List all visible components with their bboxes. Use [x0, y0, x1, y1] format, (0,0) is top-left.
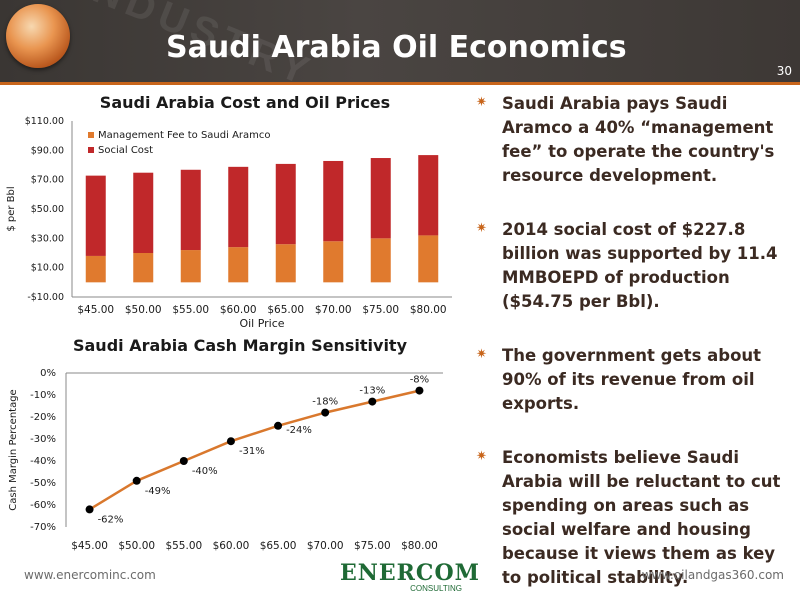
page-title: Saudi Arabia Oil Economics [166, 30, 627, 65]
y-tick-label: $70.00 [31, 175, 64, 186]
footer-website-link[interactable]: www.enercominc.com [24, 568, 156, 582]
page-number: 30 [776, 64, 792, 78]
y-tick-label: -20% [30, 412, 56, 423]
x-tick-label: $70.00 [307, 540, 344, 552]
x-tick-label: $75.00 [354, 540, 391, 552]
legend-label: Social Cost [98, 145, 153, 156]
y-tick-label: $50.00 [31, 204, 64, 215]
chart-title: Saudi Arabia Cash Margin Sensitivity [73, 336, 408, 355]
cost-bar-chart: Saudi Arabia Cost and Oil Prices -$10.00 $… [6, 93, 452, 330]
y-tick-label: -60% [30, 500, 56, 511]
legend-label: Management Fee to Saudi Aramco [98, 130, 271, 141]
logo-brand-text: ENERCOM [340, 560, 480, 586]
star-bullet-icon: ✷ [476, 448, 487, 463]
x-tick-label: $50.00 [118, 540, 155, 552]
bullet-text: The government gets about 90% of its rev… [502, 346, 762, 413]
x-tick-label: $45.00 [77, 304, 114, 316]
data-point [85, 505, 94, 514]
x-tick-label: $60.00 [213, 540, 250, 552]
x-tick-label: $75.00 [362, 304, 399, 316]
data-label: -31% [239, 446, 265, 457]
data-point [274, 421, 283, 430]
bar-management-fee [133, 253, 154, 283]
cash-margin-line-chart: Saudi Arabia Cash Margin Sensitivity 0% -1… [8, 336, 443, 552]
y-tick-label: -10% [30, 390, 56, 401]
bullet-item: ✷ 2014 social cost of $227.8 billion was… [474, 218, 792, 314]
footer-oilandgas-link[interactable]: www.oilandgas360.com [641, 568, 784, 582]
data-point [179, 457, 188, 465]
bar-management-fee [228, 247, 249, 283]
bullet-item: ✷ Saudi Arabia pays Saudi Aramco a 40% “… [474, 92, 792, 188]
y-tick-label: $90.00 [31, 145, 64, 156]
y-axis-label: Cash Margin Percentage [8, 389, 19, 510]
data-point [132, 476, 141, 485]
chart-title: Saudi Arabia Cost and Oil Prices [100, 93, 390, 112]
x-tick-label: $55.00 [165, 540, 202, 552]
x-tick-label: $80.00 [410, 304, 447, 316]
bar-management-fee [418, 235, 439, 283]
legend-swatch [88, 132, 94, 138]
bullet-item: ✷ The government gets about 90% of its r… [474, 344, 792, 416]
data-point [368, 397, 377, 406]
bar-social-cost [180, 169, 201, 251]
bar-management-fee [275, 244, 296, 283]
bar-social-cost [85, 175, 106, 256]
data-label: -13% [359, 386, 385, 397]
bar-social-cost [133, 172, 154, 253]
data-label: -49% [145, 486, 171, 497]
star-bullet-icon: ✷ [476, 220, 487, 235]
star-bullet-icon: ✷ [476, 346, 487, 361]
x-tick-label: $70.00 [315, 304, 352, 316]
bar-management-fee [370, 238, 391, 283]
data-point [321, 408, 330, 417]
y-tick-label: $110.00 [25, 116, 64, 127]
bar-social-cost [370, 158, 391, 239]
bar-social-cost [228, 166, 249, 248]
series-line [88, 389, 420, 511]
header-banner: INDUSTRY Saudi Arabia Oil Economics 30 [0, 0, 800, 82]
x-tick-label: $80.00 [401, 540, 438, 552]
bar-social-cost [418, 155, 439, 236]
data-label: -62% [98, 514, 124, 525]
x-tick-label: $50.00 [125, 304, 162, 316]
y-tick-label: $10.00 [31, 263, 64, 274]
bullet-item: ✷ Economists believe Saudi Arabia will b… [474, 446, 792, 590]
bar-social-cost [275, 163, 296, 245]
y-tick-label: -50% [30, 478, 56, 489]
y-tick-label: -70% [30, 522, 56, 533]
y-tick-label: 0% [40, 368, 56, 379]
data-label: -24% [286, 425, 312, 436]
bullet-list: ✷ Saudi Arabia pays Saudi Aramco a 40% “… [474, 92, 792, 600]
x-tick-label: $60.00 [220, 304, 257, 316]
y-tick-label: -40% [30, 456, 56, 467]
bar-management-fee [180, 250, 201, 283]
x-tick-label: $55.00 [172, 304, 209, 316]
y-tick-label: -30% [30, 434, 56, 445]
data-label: -40% [192, 466, 218, 477]
bullet-text: 2014 social cost of $227.8 billion was s… [502, 220, 778, 311]
legend-swatch [88, 147, 94, 153]
bar-management-fee [85, 255, 106, 283]
data-label: -8% [410, 375, 429, 386]
bullet-text: Saudi Arabia pays Saudi Aramco a 40% “ma… [502, 94, 775, 185]
data-point [415, 386, 424, 395]
bar-management-fee [323, 241, 344, 283]
bullet-text: Economists believe Saudi Arabia will be … [502, 448, 781, 587]
header-divider [0, 82, 800, 85]
sun-logo-icon [6, 4, 70, 68]
enercom-logo: ENERCOM CONSULTING [340, 560, 480, 596]
bar-social-cost [323, 160, 344, 242]
x-axis-label: Oil Price [239, 317, 284, 330]
y-tick-label: $30.00 [31, 233, 64, 244]
star-bullet-icon: ✷ [476, 94, 487, 109]
data-label: -18% [312, 397, 338, 408]
x-tick-label: $65.00 [267, 304, 304, 316]
y-tick-label: -$10.00 [27, 292, 64, 303]
data-point [226, 437, 235, 446]
x-tick-label: $45.00 [71, 540, 108, 552]
y-axis-label: $ per Bbl [6, 186, 17, 231]
x-tick-label: $65.00 [260, 540, 297, 552]
logo-sub-text: CONSULTING [410, 584, 462, 593]
